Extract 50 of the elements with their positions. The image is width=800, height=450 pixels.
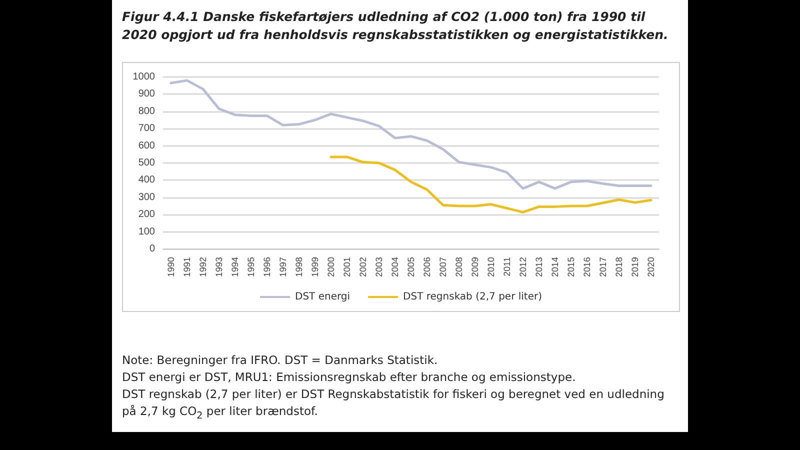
y-tick-label: 600 [138, 140, 156, 152]
x-tick-label: 2013 [534, 257, 544, 278]
y-tick-label: 700 [138, 123, 156, 134]
line-series [330, 156, 652, 214]
x-tick-label: 2008 [454, 257, 464, 278]
legend-label: DST regnskab (2,7 per liter) [403, 292, 542, 302]
x-tick-label: 1994 [230, 257, 240, 278]
y-tick-label: 900 [138, 88, 156, 100]
x-tick-label: 2020 [646, 257, 656, 278]
x-tick-label: 1995 [246, 257, 256, 278]
y-tick-label: 800 [138, 106, 156, 117]
y-tick-label: 500 [138, 158, 156, 168]
text: DST energi er DST, MRU1: Emissionsregnskab efter branche og emissionstype. [122, 369, 577, 386]
x-tick-label: 2019 [630, 257, 640, 278]
x-tick-label: 1997 [278, 257, 288, 278]
y-tick-label: 200 [138, 209, 156, 220]
x-tick-label: 1999 [310, 257, 320, 278]
x-tick-label: 2001 [342, 257, 352, 278]
x-tick-label: 2014 [550, 257, 560, 278]
legend-label: DST energi [295, 292, 350, 302]
x-tick-label: 1991 [182, 257, 192, 278]
x-tick-label: 1992 [198, 257, 208, 278]
x-tick-label: 2016 [582, 257, 592, 278]
x-tick-label: 2010 [486, 257, 496, 278]
chart-title: Figur 4.4.1 Danske fiskefartøjers udledning af CO2 (1.000 ton) fra 1990 til 2020 opgjort ud fra henholdsvis regnskabsstatistikken og energistatistikken. [122, 8, 670, 44]
x-tick-label: 2002 [358, 257, 368, 278]
x-tick-label: 2007 [438, 257, 448, 278]
x-tick-label: 2017 [598, 257, 608, 278]
x-tick-label: 2000 [326, 257, 336, 278]
x-tick-label: 2006 [422, 257, 432, 278]
x-tick-label: 1990 [166, 257, 176, 278]
x-tick-label: 2009 [470, 257, 480, 278]
y-tick-label: 1000 [132, 72, 156, 82]
y-tick-label: 100 [138, 226, 156, 238]
x-tick-label: 2004 [390, 257, 400, 278]
text: DST regnskab (2,7 per liter) er DST Regnskabstatistik for fiskeri og beregnet ved en udledning på 2,7 kg CO$_{2}$ per liter brændstof. [122, 386, 666, 424]
y-tick-label: 300 [138, 192, 156, 203]
line-series [170, 79, 652, 190]
x-tick-label: 2018 [614, 257, 624, 278]
x-tick-label: 2003 [374, 257, 384, 278]
x-tick-label: 1993 [214, 257, 224, 278]
text: Note: Beregninger fra IFRO. DST = Danmarks Statistik. [122, 352, 439, 369]
y-tick-label: 0 [149, 244, 156, 254]
x-tick-label: 2015 [566, 257, 576, 278]
x-tick-label: 1996 [262, 257, 272, 278]
y-tick-label: 400 [138, 174, 156, 186]
x-tick-label: 2012 [518, 257, 528, 278]
x-tick-label: 2011 [502, 257, 512, 276]
x-tick-label: 2005 [406, 257, 416, 278]
x-tick-label: 1998 [294, 257, 304, 278]
